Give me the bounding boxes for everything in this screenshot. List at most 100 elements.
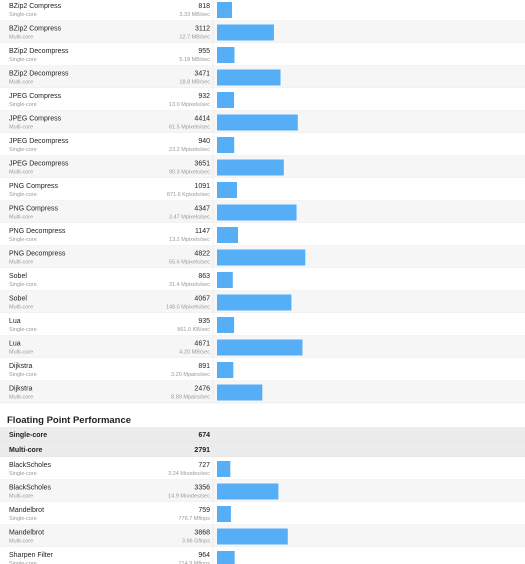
rate: 13.0 Mpixels/sec — [169, 102, 210, 108]
score: 1091 — [194, 183, 210, 190]
score-bar — [217, 24, 274, 41]
benchmark-name: Sobel — [9, 273, 27, 280]
score: 891 — [198, 363, 210, 370]
score: 935 — [198, 318, 210, 325]
benchmark-name: JPEG Compress — [9, 93, 62, 100]
rate: 3.96 Gflops — [182, 539, 210, 545]
row-bg — [0, 223, 525, 246]
row-bg — [0, 358, 525, 381]
benchmark-mode: Single-core — [9, 327, 37, 333]
score: 4671 — [194, 341, 210, 348]
benchmark-name: JPEG Decompress — [9, 161, 69, 168]
score: 863 — [198, 273, 210, 280]
rate: 13.2 Mpixels/sec — [169, 237, 210, 243]
rate: 90.3 Mpixels/sec — [169, 170, 210, 176]
score-bar — [217, 461, 231, 477]
score: 4067 — [194, 296, 210, 303]
score: 4347 — [194, 206, 210, 213]
benchmark-mode: Single-core — [9, 237, 37, 243]
rate: 12.7 MB/sec — [179, 35, 210, 41]
score-bar — [217, 92, 235, 108]
benchmark-name: JPEG Decompress — [9, 138, 69, 145]
benchmark-name: Lua — [9, 341, 21, 348]
benchmark-name: Dijkstra — [9, 386, 32, 393]
score-bar — [217, 227, 238, 243]
row-bg — [0, 178, 525, 201]
score: 3868 — [194, 530, 210, 537]
benchmark-mode: Multi-core — [9, 305, 33, 311]
benchmark-mode: Multi-core — [9, 80, 33, 86]
score-bar — [217, 69, 281, 86]
row-bg — [0, 88, 525, 111]
score-bar — [217, 362, 234, 378]
score: 4414 — [194, 116, 210, 123]
benchmark-mode: Multi-core — [9, 125, 33, 131]
row-bg — [0, 133, 525, 156]
benchmark-mode: Single-core — [9, 192, 37, 198]
summary-label: Single-core — [9, 432, 47, 439]
benchmark-mode: Single-core — [9, 282, 37, 288]
summary-score: 674 — [198, 432, 210, 439]
rate: 8.89 Mpairs/sec — [171, 395, 210, 401]
score-bar — [217, 137, 235, 153]
summary-bg — [0, 442, 525, 457]
summary-score: 2791 — [194, 447, 210, 454]
benchmark-name: Mandelbrot — [9, 507, 44, 514]
score: 3112 — [195, 26, 210, 33]
benchmark-name: Lua — [9, 318, 21, 325]
score: 818 — [198, 3, 210, 10]
score: 955 — [198, 48, 210, 55]
score: 940 — [198, 138, 210, 145]
rate: 61.5 Mpixels/sec — [169, 125, 210, 131]
rate: 23.2 Mpixels/sec — [169, 147, 210, 153]
score-bar — [217, 182, 237, 198]
row-bg — [0, 457, 525, 480]
score-bar — [217, 339, 303, 356]
benchmark-name: Sharpen Filter — [9, 552, 54, 559]
score-bar — [217, 506, 231, 522]
benchmark-name: PNG Compress — [9, 206, 59, 213]
score: 964 — [198, 552, 210, 559]
benchmark-name: BZip2 Decompress — [9, 71, 69, 78]
rate: 55.6 Mpixels/sec — [169, 260, 210, 266]
score: 727 — [198, 462, 210, 469]
row-bg — [0, 313, 525, 336]
score-bar — [217, 294, 292, 311]
benchmark-name: BZip2 Decompress — [9, 48, 69, 55]
benchmark-mode: Single-core — [9, 561, 37, 564]
row-bg — [0, 547, 525, 564]
row-bg — [0, 43, 525, 66]
score-bar — [217, 384, 263, 401]
benchmark-name: BlackScholes — [9, 462, 52, 469]
benchmark-name: BZip2 Compress — [9, 26, 62, 33]
score: 4822 — [194, 251, 210, 258]
benchmark-mode: Multi-core — [9, 539, 33, 545]
benchmark-mode: Single-core — [9, 372, 37, 378]
rate: 18.8 MB/sec — [179, 80, 210, 86]
score: 3471 — [194, 71, 210, 78]
benchmark-name: BZip2 Compress — [9, 3, 62, 10]
benchmark-mode: Multi-core — [9, 170, 33, 176]
rate: 776.7 Mflops — [179, 516, 211, 522]
score: 1147 — [195, 228, 210, 235]
score-bar — [217, 317, 235, 333]
rate: 861.0 KB/sec — [177, 327, 210, 333]
summary-bg — [0, 427, 525, 442]
benchmark-mode: Multi-core — [9, 35, 33, 41]
benchmark-mode: Multi-core — [9, 215, 33, 221]
benchmark-mode: Single-core — [9, 102, 37, 108]
benchmark-mode: Multi-core — [9, 350, 33, 356]
benchmark-name: Dijkstra — [9, 363, 32, 370]
benchmark-mode: Single-core — [9, 12, 37, 18]
score: 3651 — [194, 161, 210, 168]
section-title: Floating Point Performance — [7, 415, 131, 426]
benchmark-mode: Single-core — [9, 57, 37, 63]
rate: 3.24 Mnodes/sec — [168, 471, 210, 477]
score-bar — [217, 249, 306, 266]
benchmark-name: PNG Decompress — [9, 251, 66, 258]
benchmark-mode: Multi-core — [9, 260, 33, 266]
summary-label: Multi-core — [9, 447, 43, 454]
benchmark-mode: Multi-core — [9, 395, 33, 401]
benchmark-name: PNG Compress — [9, 183, 59, 190]
